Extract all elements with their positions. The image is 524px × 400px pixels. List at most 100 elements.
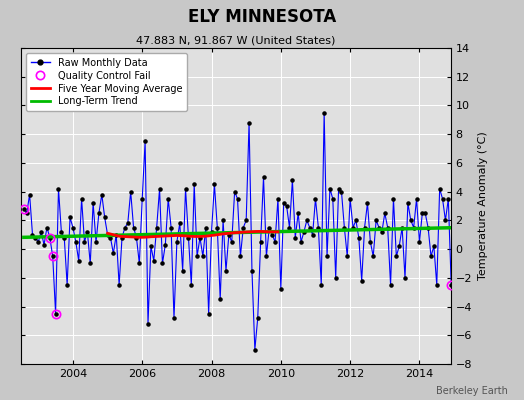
Point xyxy=(453,257,461,264)
Point xyxy=(464,224,473,231)
Point xyxy=(386,282,395,288)
Point xyxy=(46,234,54,241)
Point xyxy=(337,188,346,195)
Point xyxy=(233,196,242,202)
Point xyxy=(473,239,482,245)
Point xyxy=(320,110,329,116)
Point xyxy=(256,239,265,245)
Point xyxy=(401,275,409,281)
Point xyxy=(187,282,195,288)
Point xyxy=(389,196,398,202)
Point xyxy=(297,239,305,245)
Point xyxy=(126,188,135,195)
Y-axis label: Temperature Anomaly (°C): Temperature Anomaly (°C) xyxy=(477,132,487,280)
Point xyxy=(231,188,239,195)
Point xyxy=(265,224,274,231)
Point xyxy=(262,253,270,260)
Point xyxy=(138,196,146,202)
Point xyxy=(161,242,170,248)
Point xyxy=(101,214,109,221)
Point xyxy=(363,200,372,206)
Point xyxy=(412,196,421,202)
Point xyxy=(193,253,201,260)
Point xyxy=(109,250,117,257)
Point xyxy=(115,282,123,288)
Point xyxy=(31,234,40,241)
Point xyxy=(409,224,418,231)
Point xyxy=(433,282,441,288)
Point xyxy=(254,315,262,321)
Text: Berkeley Earth: Berkeley Earth xyxy=(436,386,508,396)
Point xyxy=(213,224,222,231)
Point xyxy=(366,239,375,245)
Point xyxy=(23,210,31,216)
Point xyxy=(378,229,386,235)
Point xyxy=(132,234,140,241)
Point xyxy=(441,217,450,224)
Point xyxy=(407,217,415,224)
Point xyxy=(179,268,187,274)
Point xyxy=(112,232,121,238)
Point xyxy=(340,224,348,231)
Point xyxy=(291,234,299,241)
Point xyxy=(80,239,89,245)
Point xyxy=(447,282,455,288)
Point xyxy=(152,224,161,231)
Point xyxy=(19,206,28,212)
Point xyxy=(74,257,83,264)
Point xyxy=(305,224,314,231)
Point xyxy=(141,138,149,144)
Point xyxy=(181,186,190,192)
Point xyxy=(149,257,158,264)
Point xyxy=(285,224,293,231)
Point xyxy=(78,196,86,202)
Point xyxy=(288,177,297,183)
Point xyxy=(309,232,317,238)
Point xyxy=(69,224,77,231)
Point xyxy=(279,200,288,206)
Point xyxy=(277,286,285,292)
Point xyxy=(135,260,144,267)
Point xyxy=(303,217,311,224)
Point xyxy=(271,239,279,245)
Point xyxy=(427,253,435,260)
Point xyxy=(204,310,213,317)
Point xyxy=(129,224,138,231)
Point xyxy=(43,224,51,231)
Point xyxy=(66,214,74,221)
Point xyxy=(317,282,325,288)
Point xyxy=(274,196,282,202)
Point xyxy=(176,220,184,226)
Point xyxy=(415,239,423,245)
Point xyxy=(219,217,227,224)
Point xyxy=(225,232,233,238)
Point xyxy=(355,234,363,241)
Point xyxy=(487,196,496,202)
Point xyxy=(28,232,37,238)
Point xyxy=(352,217,360,224)
Point xyxy=(37,229,46,235)
Point xyxy=(103,232,112,238)
Point xyxy=(57,229,66,235)
Point xyxy=(470,196,478,202)
Point xyxy=(357,278,366,284)
Point xyxy=(51,310,60,317)
Point xyxy=(462,210,470,216)
Point xyxy=(144,320,152,327)
Point xyxy=(418,210,427,216)
Point xyxy=(332,275,340,281)
Point xyxy=(60,234,69,241)
Point xyxy=(450,224,458,231)
Point xyxy=(403,200,412,206)
Point xyxy=(196,234,204,241)
Point xyxy=(239,224,247,231)
Point xyxy=(439,196,447,202)
Point xyxy=(375,224,383,231)
Point xyxy=(63,282,71,288)
Point xyxy=(72,239,80,245)
Point xyxy=(458,253,467,260)
Point xyxy=(49,253,57,260)
Point xyxy=(361,224,369,231)
Point xyxy=(369,253,377,260)
Point xyxy=(326,186,334,192)
